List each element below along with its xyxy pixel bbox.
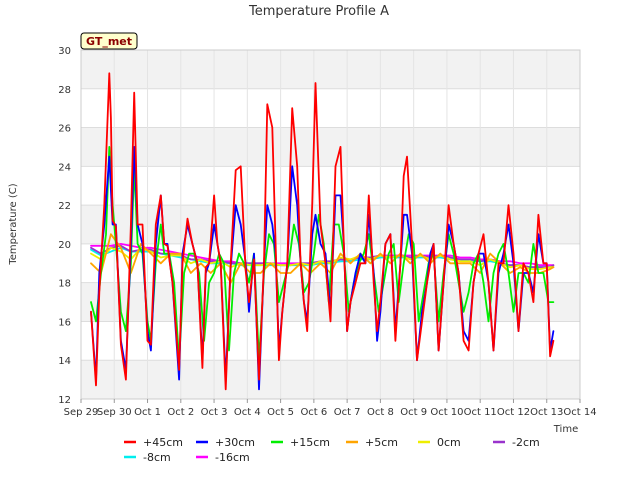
x-tick-label: Oct 10 (430, 407, 463, 418)
x-tick-label: Oct 12 (497, 407, 530, 418)
y-tick-label: 12 (58, 395, 71, 406)
y-tick-label: 30 (58, 46, 71, 57)
x-tick-label: Oct 5 (267, 407, 294, 418)
legend-label: -8cm (143, 451, 171, 464)
band (81, 50, 580, 89)
legend-label: -16cm (215, 451, 250, 464)
x-tick-label: Oct 3 (201, 407, 228, 418)
band (81, 360, 580, 399)
x-tick-label: Oct 1 (134, 407, 161, 418)
legend-item: +15cm (271, 436, 330, 449)
x-tick-label: Oct 8 (367, 407, 394, 418)
x-tick-label: Oct 14 (563, 407, 596, 418)
x-tick-label: Oct 6 (300, 407, 327, 418)
legend-item: +30cm (196, 436, 255, 449)
y-tick-label: 28 (58, 85, 71, 96)
x-tick-label: Sep 30 (97, 407, 132, 418)
x-tick-label: Sep 29 (64, 407, 99, 418)
y-axis-label: Temperature (C) (8, 183, 19, 265)
legend-label: -2cm (512, 436, 540, 449)
x-tick-label: Oct 2 (167, 407, 194, 418)
legend-item: +45cm (124, 436, 183, 449)
series-line-+30cm (90, 145, 555, 391)
x-axis-label: Time (553, 424, 578, 435)
x-tick-label: Oct 13 (530, 407, 563, 418)
legend-label: +30cm (215, 436, 255, 449)
y-tick-label: 16 (58, 317, 71, 328)
y-tick-label: 20 (58, 240, 71, 251)
chart-title: Temperature Profile A (248, 4, 389, 19)
y-tick-label: 22 (58, 201, 71, 212)
legend: +45cm +30cm +15cm +5cm 0cm -2cm -8cm -16cm (124, 436, 540, 464)
legend-label: 0cm (437, 436, 461, 449)
y-tick-label: 14 (58, 356, 71, 367)
x-tick-label: Oct 11 (464, 407, 497, 418)
y-tick-label: 18 (58, 279, 71, 290)
legend-item: -2cm (493, 436, 540, 449)
series-lines (90, 72, 555, 391)
station-badge: GT_met (80, 32, 138, 50)
x-tick-label: Oct 9 (400, 407, 427, 418)
y-axis-ticks: 12 14 16 18 20 22 24 26 28 30 (58, 46, 71, 406)
x-tick-label: Oct 7 (334, 407, 361, 418)
legend-item: -8cm (124, 451, 171, 464)
legend-item: +5cm (346, 436, 398, 449)
series-line-+45cm (90, 72, 555, 391)
series-line-+15cm (90, 145, 555, 362)
legend-label: +45cm (143, 436, 183, 449)
legend-item: -16cm (196, 451, 250, 464)
legend-item: 0cm (418, 436, 461, 449)
y-tick-label: 26 (58, 124, 71, 135)
y-tick-label: 24 (58, 162, 71, 173)
legend-label: +15cm (290, 436, 330, 449)
band (81, 127, 580, 167)
x-tick-label: Oct 4 (234, 407, 261, 418)
station-badge-text: GT_met (86, 35, 132, 48)
station-badge-box (80, 32, 138, 50)
plot-frame (80, 49, 581, 400)
legend-label: +5cm (365, 436, 398, 449)
